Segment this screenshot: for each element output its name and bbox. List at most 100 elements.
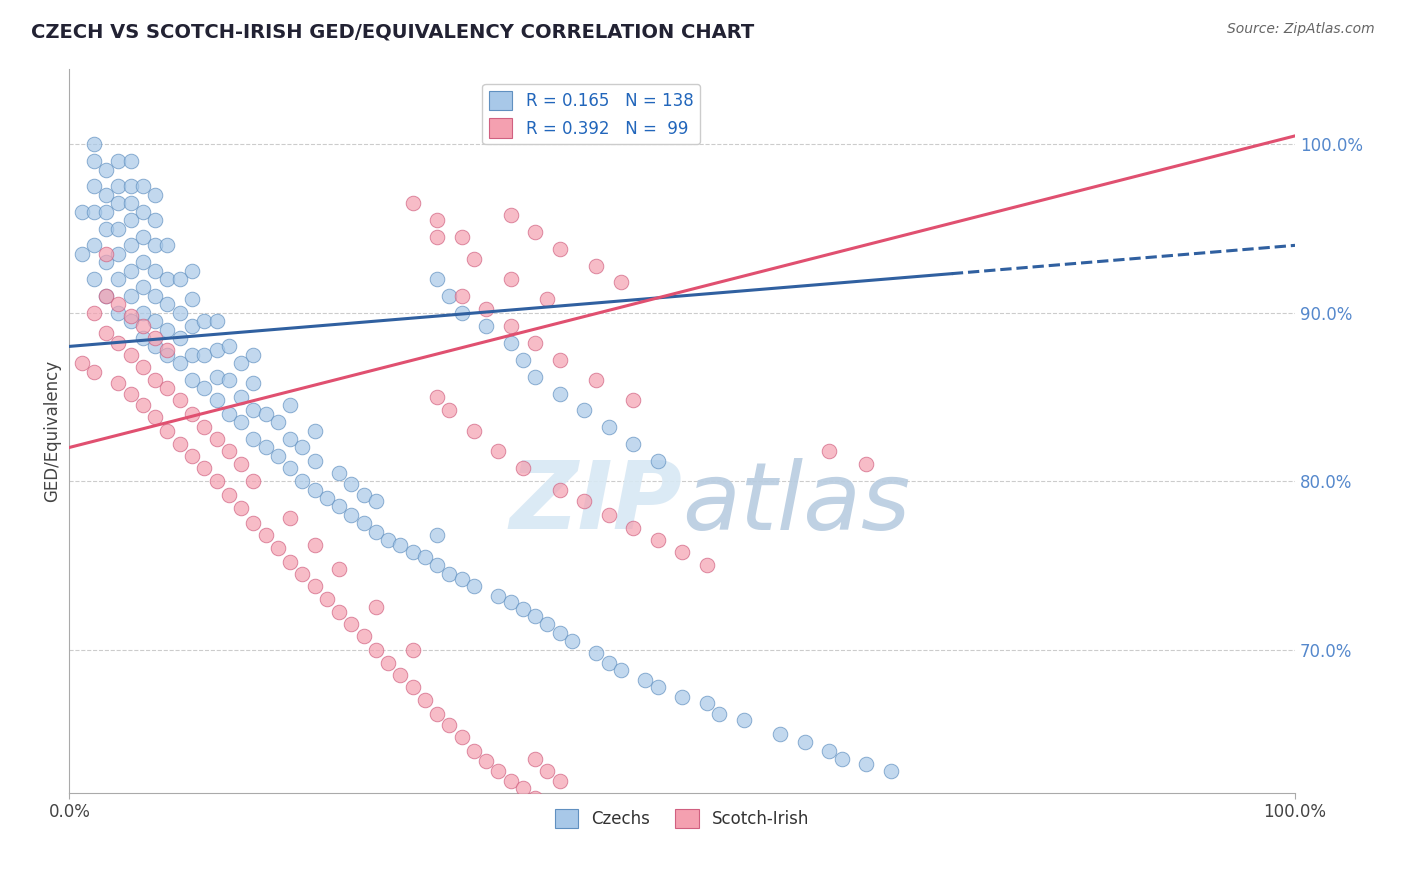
Point (585, 259, 607, 273)
Point (120, 386, 142, 401)
Point (242, 516, 264, 531)
Point (879, 764, 901, 778)
Point (181, 407, 204, 421)
Text: Source: ZipAtlas.com: Source: ZipAtlas.com (1227, 22, 1375, 37)
Point (413, 549, 436, 564)
Point (512, 352, 534, 367)
Point (156, 272, 179, 286)
Point (70, 204, 93, 219)
Point (524, 752, 547, 766)
Point (107, 376, 129, 391)
Point (413, 693, 436, 707)
Point (169, 393, 191, 408)
Point (205, 314, 228, 328)
Point (181, 319, 204, 334)
Point (353, 629, 375, 643)
Point (205, 432, 228, 446)
Text: ZIP: ZIP (509, 457, 682, 549)
Point (156, 382, 179, 396)
Point (254, 441, 277, 455)
Point (83, 137, 105, 152)
Point (205, 343, 228, 357)
Point (278, 398, 301, 412)
Point (499, 595, 522, 609)
Point (96, 255, 118, 269)
Point (439, 566, 461, 581)
Point (107, 272, 129, 286)
Point (181, 449, 204, 463)
Point (83, 154, 105, 169)
Point (70, 246, 93, 260)
Point (548, 352, 571, 367)
Point (512, 780, 534, 795)
Point (143, 187, 166, 202)
Point (389, 538, 412, 552)
Point (463, 578, 485, 592)
Point (328, 466, 350, 480)
Point (96, 289, 118, 303)
Point (143, 289, 166, 303)
Point (96, 221, 118, 235)
Point (156, 297, 179, 311)
Point (132, 319, 155, 334)
Point (524, 225, 547, 239)
Point (499, 272, 522, 286)
Point (169, 331, 191, 345)
Point (132, 398, 155, 412)
Point (120, 263, 142, 277)
Point (218, 339, 240, 353)
Point (401, 680, 423, 694)
Point (450, 289, 472, 303)
Point (486, 443, 509, 458)
Point (120, 238, 142, 252)
Point (512, 602, 534, 616)
Text: atlas: atlas (682, 458, 911, 549)
Point (671, 690, 693, 704)
Point (463, 743, 485, 757)
Point (304, 424, 326, 438)
Point (364, 642, 387, 657)
Point (120, 348, 142, 362)
Point (536, 617, 558, 632)
Point (426, 390, 449, 404)
Point (107, 246, 129, 260)
Point (439, 403, 461, 417)
Point (426, 230, 449, 244)
Point (181, 373, 204, 387)
Point (439, 718, 461, 732)
Point (561, 634, 583, 648)
Point (83, 179, 105, 194)
Point (855, 757, 877, 772)
Point (143, 238, 166, 252)
Point (96, 187, 118, 202)
Point (181, 348, 204, 362)
Point (291, 566, 314, 581)
Point (120, 196, 142, 211)
Point (304, 538, 326, 552)
Point (120, 213, 142, 227)
Point (486, 589, 509, 603)
Point (120, 179, 142, 194)
Point (572, 403, 595, 417)
Point (315, 592, 337, 607)
Point (536, 292, 558, 306)
Point (242, 432, 264, 446)
Point (96, 246, 118, 260)
Point (818, 443, 841, 458)
Point (401, 545, 423, 559)
Point (193, 348, 215, 362)
Point (364, 524, 387, 539)
Point (621, 521, 644, 535)
Point (426, 528, 449, 542)
Point (96, 162, 118, 177)
Point (291, 441, 314, 455)
Point (205, 474, 228, 488)
Point (107, 221, 129, 235)
Point (340, 477, 363, 491)
Point (439, 289, 461, 303)
Point (769, 727, 792, 741)
Point (229, 415, 252, 429)
Point (598, 656, 620, 670)
Point (340, 508, 363, 522)
Point (328, 562, 350, 576)
